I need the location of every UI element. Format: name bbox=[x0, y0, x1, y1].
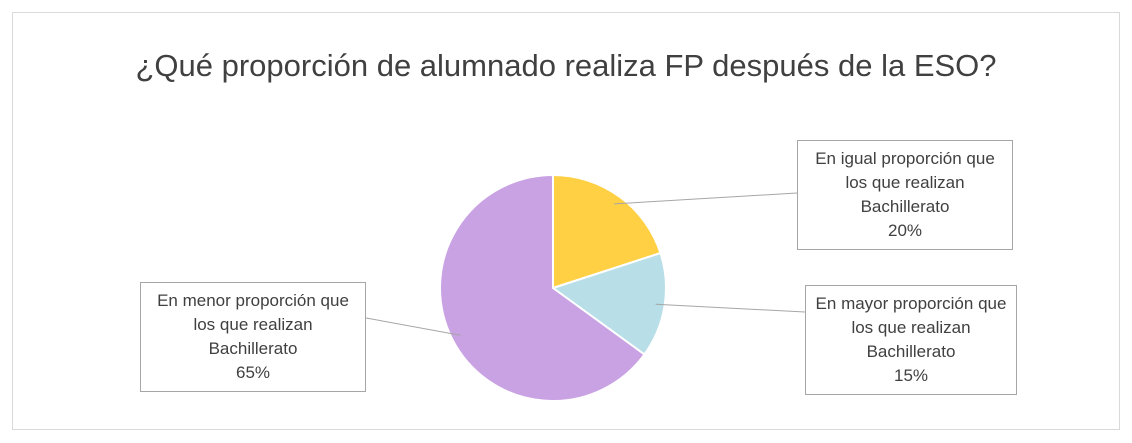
label-category: En menor proporción que los que realizan… bbox=[157, 291, 349, 358]
pie-slice bbox=[439, 173, 646, 402]
label-value: 15% bbox=[893, 366, 929, 385]
pie-slice bbox=[550, 251, 667, 356]
pie bbox=[365, 173, 806, 402]
leader-line bbox=[365, 317, 461, 336]
data-label: En menor proporción que los que realizan… bbox=[140, 282, 366, 392]
label-category: En mayor proporción que los que realizan… bbox=[815, 294, 1007, 361]
data-label: En igual proporción que los que realizan… bbox=[797, 140, 1013, 250]
data-label: En mayor proporción que los que realizan… bbox=[805, 285, 1017, 395]
leader-line bbox=[614, 192, 798, 205]
leader-line bbox=[655, 303, 806, 313]
label-value: 65% bbox=[235, 363, 271, 382]
pie-slice bbox=[552, 173, 662, 290]
chart-title: ¿Qué proporción de alumnado realiza FP d… bbox=[135, 48, 997, 83]
label-value: 20% bbox=[887, 221, 923, 240]
label-category: En igual proporción que los que realizan… bbox=[815, 149, 995, 216]
